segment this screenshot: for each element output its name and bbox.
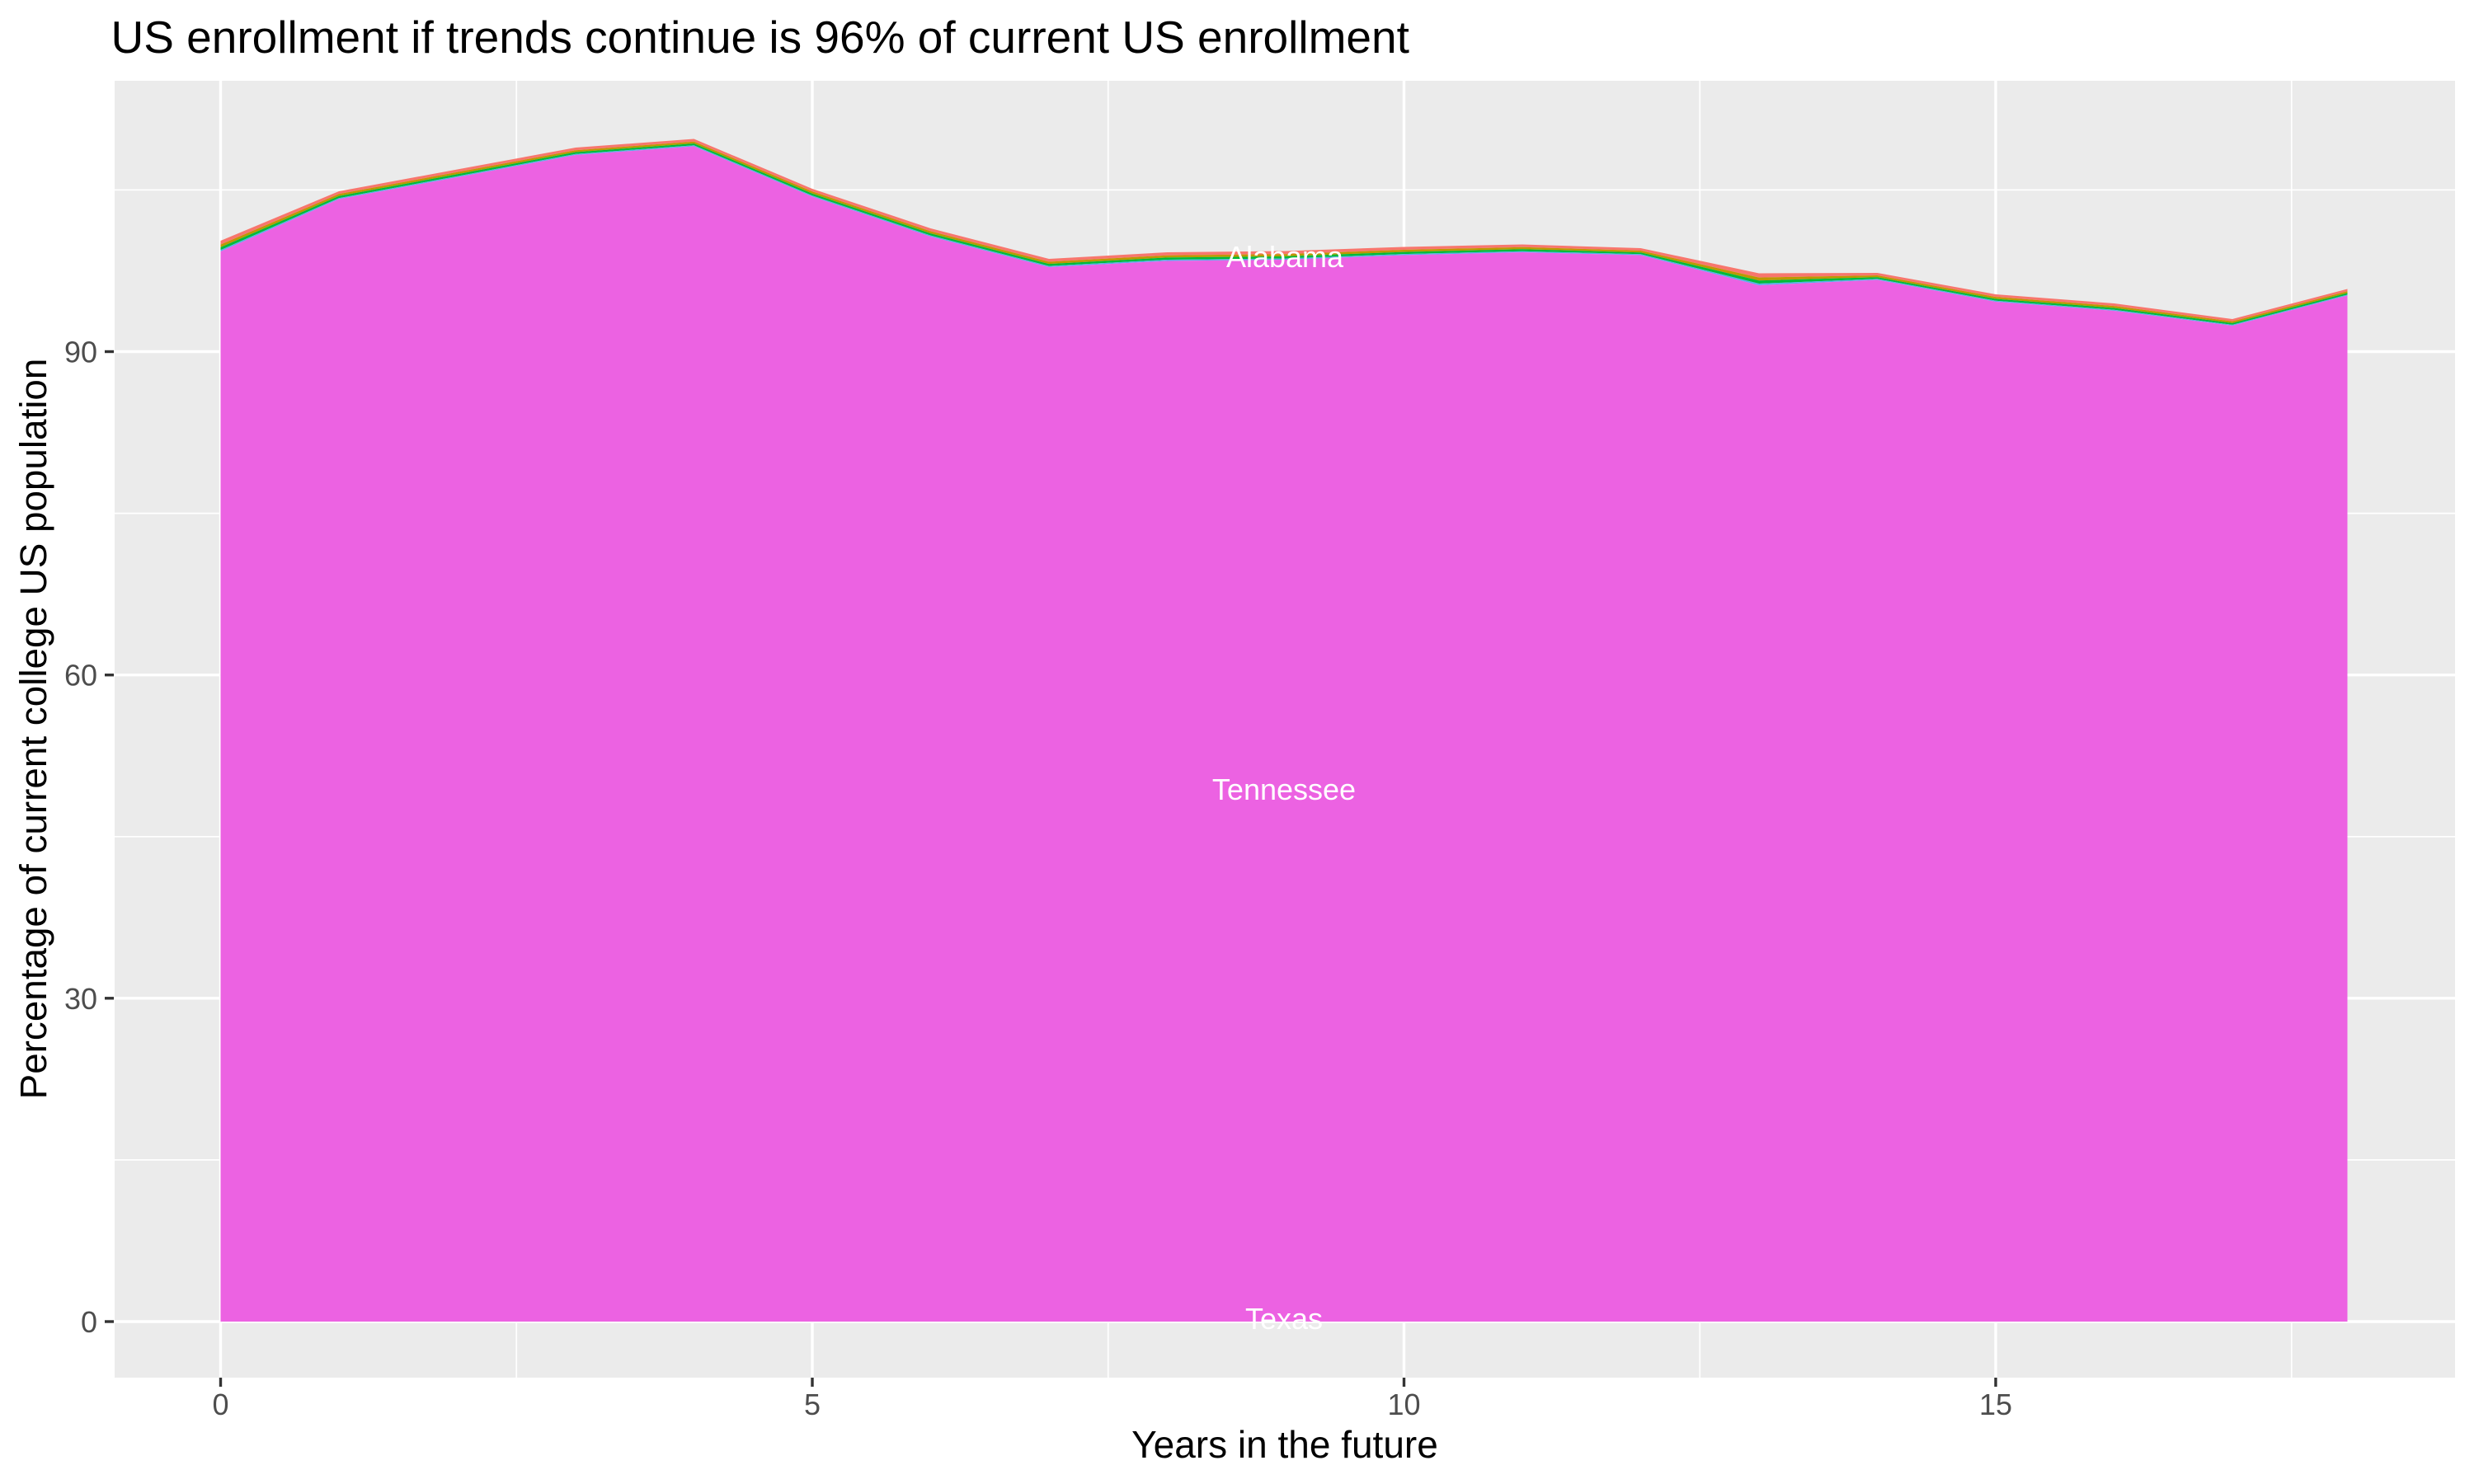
svg-text:US enrollment if trends contin: US enrollment if trends continue is 96% … bbox=[111, 12, 1409, 63]
svg-text:5: 5 bbox=[804, 1388, 821, 1421]
svg-text:Percentage of current college: Percentage of current college US populat… bbox=[12, 359, 54, 1100]
svg-text:0: 0 bbox=[212, 1388, 228, 1421]
svg-text:Alabama: Alabama bbox=[1226, 240, 1344, 274]
svg-text:Texas: Texas bbox=[1245, 1302, 1323, 1336]
svg-text:0: 0 bbox=[81, 1305, 97, 1339]
svg-text:10: 10 bbox=[1387, 1388, 1420, 1421]
svg-text:30: 30 bbox=[64, 982, 97, 1016]
svg-text:90: 90 bbox=[64, 336, 97, 369]
svg-text:15: 15 bbox=[1979, 1388, 2012, 1421]
svg-text:Tennessee: Tennessee bbox=[1212, 773, 1356, 806]
svg-text:Years in the future: Years in the future bbox=[1131, 1423, 1438, 1466]
svg-text:60: 60 bbox=[64, 659, 97, 693]
